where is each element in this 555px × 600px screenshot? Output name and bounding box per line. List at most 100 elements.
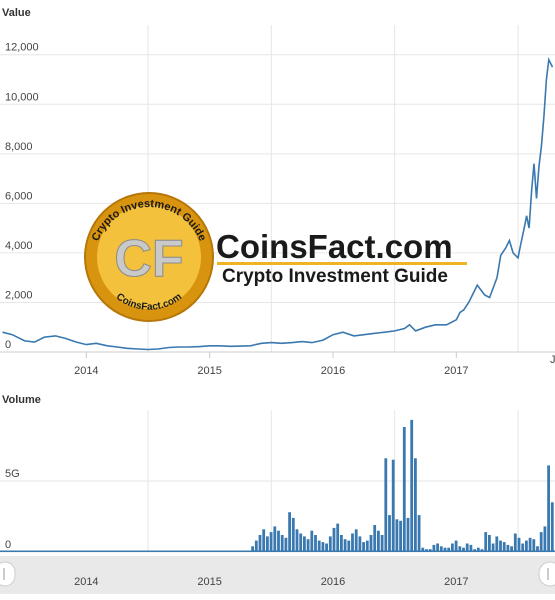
volume-bar-71 [513, 533, 517, 552]
value-xtick-label-3: 2017 [444, 365, 468, 377]
navigator-xtick-label-2: 2016 [321, 576, 345, 588]
volume-bar-6 [273, 526, 277, 552]
volume-y-axis: 0 5G [5, 468, 20, 551]
volume-bar-67 [499, 540, 502, 552]
volume-bar-78 [539, 532, 543, 552]
volume-bar-31 [365, 540, 369, 552]
volume-bar-4 [266, 536, 269, 552]
volume-panel-title: Volume [2, 394, 41, 406]
volume-bar-42 [406, 517, 410, 552]
volume-bar-13 [299, 533, 303, 552]
x-edge-label: J [550, 354, 555, 366]
volume-bar-17 [314, 535, 317, 552]
volume-bar-59 [469, 544, 473, 552]
volume-bar-26 [347, 540, 351, 552]
volume-bar-41 [402, 427, 406, 552]
volume-bar-27 [351, 533, 354, 552]
volume-bar-73 [521, 543, 525, 552]
volume-bar-65 [491, 543, 495, 552]
volume-bar-9 [284, 537, 288, 552]
volume-bar-2 [258, 535, 262, 552]
volume-bar-50 [436, 543, 439, 552]
navigator-x-axis: 2014 2015 2016 2017 [74, 576, 468, 588]
value-xtick-label-2: 2016 [321, 365, 345, 377]
volume-bar-55 [454, 540, 458, 552]
volume-bar-80 [547, 465, 550, 552]
volume-bar-22 [332, 527, 336, 552]
watermark-subtitle: Crypto Investment Guide [222, 266, 448, 287]
volume-bar-14 [303, 536, 306, 552]
navigator-track[interactable] [0, 556, 555, 594]
navigator-xtick-label-3: 2017 [444, 576, 468, 588]
volume-ytick-label-1: 5G [5, 468, 20, 480]
value-ytick-label-4: 8,000 [5, 141, 33, 153]
volume-bar-56 [458, 546, 462, 552]
volume-baseline [0, 550, 555, 552]
navigator-xtick-label-0: 2014 [74, 576, 98, 588]
volume-bars [0, 419, 555, 552]
volume-bar-20 [325, 543, 328, 552]
volume-bar-44 [414, 458, 417, 552]
volume-bar-81 [550, 502, 554, 552]
value-x-axis: 2014 2015 2016 2017 [0, 351, 555, 377]
volume-bar-18 [317, 540, 321, 552]
value-series-line [2, 56, 554, 351]
volume-bar-45 [417, 515, 421, 552]
volume-bar-5 [269, 532, 273, 552]
volume-bar-12 [295, 529, 299, 552]
value-y-axis: 0 2,000 4,000 6,000 8,000 10,000 12,000 [5, 42, 39, 351]
volume-ytick-label-0: 0 [5, 539, 11, 551]
volume-bar-21 [328, 536, 332, 552]
volume-bar-64 [488, 535, 491, 552]
volume-bar-25 [343, 539, 347, 552]
volume-bar-58 [465, 543, 469, 552]
volume-bar-35 [380, 535, 384, 552]
volume-bar-37 [388, 515, 391, 552]
volume-bar-63 [484, 532, 488, 552]
volume-bar-40 [399, 520, 402, 552]
volume-bar-24 [340, 535, 343, 552]
volume-bar-53 [447, 547, 451, 552]
value-ytick-label-2: 4,000 [5, 240, 33, 252]
volume-bar-8 [280, 535, 284, 552]
volume-bar-0 [251, 546, 254, 552]
volume-bar-66 [495, 536, 499, 552]
volume-bar-38 [391, 459, 395, 552]
volume-bar-32 [369, 535, 373, 552]
volume-bar-79 [543, 526, 547, 552]
volume-bar-29 [358, 536, 362, 552]
navigator-left-handle[interactable] [0, 561, 16, 587]
volume-bar-30 [362, 542, 365, 552]
value-xtick-label-1: 2015 [197, 365, 221, 377]
volume-bar-46 [421, 547, 425, 552]
value-panel-title: Value [2, 7, 31, 19]
volume-bar-11 [291, 517, 295, 552]
volume-bar-16 [310, 530, 314, 552]
volume-bar-76 [532, 539, 536, 552]
volume-bar-72 [517, 537, 521, 552]
volume-bar-34 [377, 530, 380, 552]
value-grid [0, 25, 555, 353]
volume-bar-36 [384, 458, 388, 552]
volume-bar-57 [462, 547, 465, 552]
volume-bar-10 [288, 512, 291, 552]
watermark-underline [217, 262, 467, 265]
volume-bar-43 [410, 419, 414, 552]
volume-bar-70 [510, 546, 513, 552]
value-ytick-label-0: 0 [5, 339, 11, 351]
volume-bar-77 [536, 546, 539, 552]
watermark-title: CoinsFact.com [216, 228, 453, 265]
volume-bar-23 [336, 523, 340, 552]
badge-monogram: CF [114, 230, 183, 288]
volume-bar-39 [395, 519, 399, 552]
volume-bar-61 [476, 547, 480, 552]
volume-bar-49 [432, 544, 436, 552]
volume-bar-68 [502, 542, 506, 552]
coinsfact-watermark: Crypto Investment Guide CF CoinsFact.com… [84, 192, 467, 322]
volume-bar-51 [439, 546, 443, 552]
volume-bar-75 [528, 537, 532, 552]
volume-bar-15 [306, 539, 310, 552]
navigator-right-handle[interactable] [538, 561, 555, 587]
volume-bar-33 [373, 525, 377, 552]
